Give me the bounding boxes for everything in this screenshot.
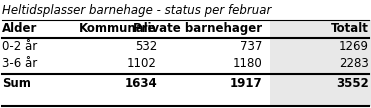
- Text: Heltidsplasser barnehage - status per februar: Heltidsplasser barnehage - status per fe…: [2, 4, 271, 17]
- Text: 3-6 år: 3-6 år: [2, 57, 37, 70]
- Text: 1180: 1180: [232, 57, 262, 70]
- Text: 2283: 2283: [339, 57, 369, 70]
- Text: 1269: 1269: [339, 40, 369, 53]
- Text: 737: 737: [240, 40, 262, 53]
- Text: 1917: 1917: [229, 77, 262, 90]
- Text: 532: 532: [135, 40, 157, 53]
- Text: 3552: 3552: [336, 77, 369, 90]
- Text: 0-2 år: 0-2 år: [2, 40, 37, 53]
- Text: Kommunale: Kommunale: [79, 22, 157, 35]
- Bar: [270, 20, 371, 106]
- Text: Alder: Alder: [2, 22, 37, 35]
- Text: Sum: Sum: [2, 77, 31, 90]
- Text: 1102: 1102: [127, 57, 157, 70]
- Text: Private barnehager: Private barnehager: [133, 22, 262, 35]
- Text: 1634: 1634: [124, 77, 157, 90]
- Text: Totalt: Totalt: [331, 22, 369, 35]
